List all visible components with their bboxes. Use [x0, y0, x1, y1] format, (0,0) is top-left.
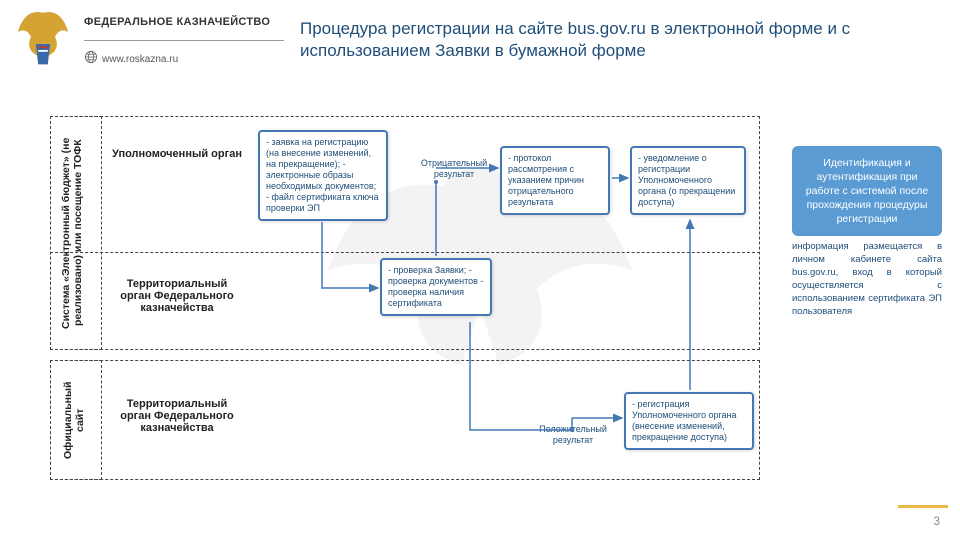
node-text: - регистрация Уполномоченного органа (вн… — [632, 399, 737, 442]
swimlane-upper-label: Система «Электронный бюджет» (не реализо… — [60, 124, 84, 342]
page-title: Процедура регистрации на сайте bus.gov.r… — [300, 18, 940, 62]
node-text: - заявка на регистрацию (на внесение изм… — [266, 137, 379, 213]
org-name: ФЕДЕРАЛЬНОЕ КАЗНАЧЕЙСТВО — [84, 16, 270, 28]
node-checks: - проверка Заявки; - проверка документов… — [380, 258, 492, 316]
node-notification: - уведомление о регистрации Уполномоченн… — [630, 146, 746, 215]
row-label-tofk-upper: Территориальный орган Федерального казна… — [112, 278, 242, 314]
node-text: - протокол рассмотрения с указанием прич… — [508, 153, 584, 207]
node-protocol-reasons: - протокол рассмотрения с указанием прич… — [500, 146, 610, 215]
header-divider — [84, 40, 284, 41]
node-registration: - регистрация Уполномоченного органа (вн… — [624, 392, 754, 450]
org-url: www.roskazna.ru — [102, 54, 178, 65]
globe-icon — [84, 50, 98, 64]
node-text: - уведомление о регистрации Уполномоченн… — [638, 153, 735, 207]
page-number: 3 — [933, 514, 940, 528]
swimlane-upper-row-div — [50, 252, 760, 253]
side-box-auth: Идентификация и аутентификация при работ… — [792, 146, 942, 236]
node-application-docs: - заявка на регистрацию (на внесение изм… — [258, 130, 388, 221]
row-label-tofk-lower: Территориальный орган Федерального казна… — [112, 398, 242, 434]
label-positive-result: Положительный результат — [528, 424, 618, 446]
row-label-authorized-body: Уполномоченный орган — [112, 148, 242, 160]
footer-accent-bar — [898, 505, 948, 508]
side-text-info: информация размещается в личном кабинете… — [792, 240, 942, 318]
node-text: - проверка Заявки; - проверка документов… — [388, 265, 483, 308]
logo-eagle-icon — [12, 8, 74, 74]
swimlane-lower-label: Официальный сайт — [62, 370, 86, 470]
label-negative-result: Отрицательный результат — [414, 158, 494, 180]
